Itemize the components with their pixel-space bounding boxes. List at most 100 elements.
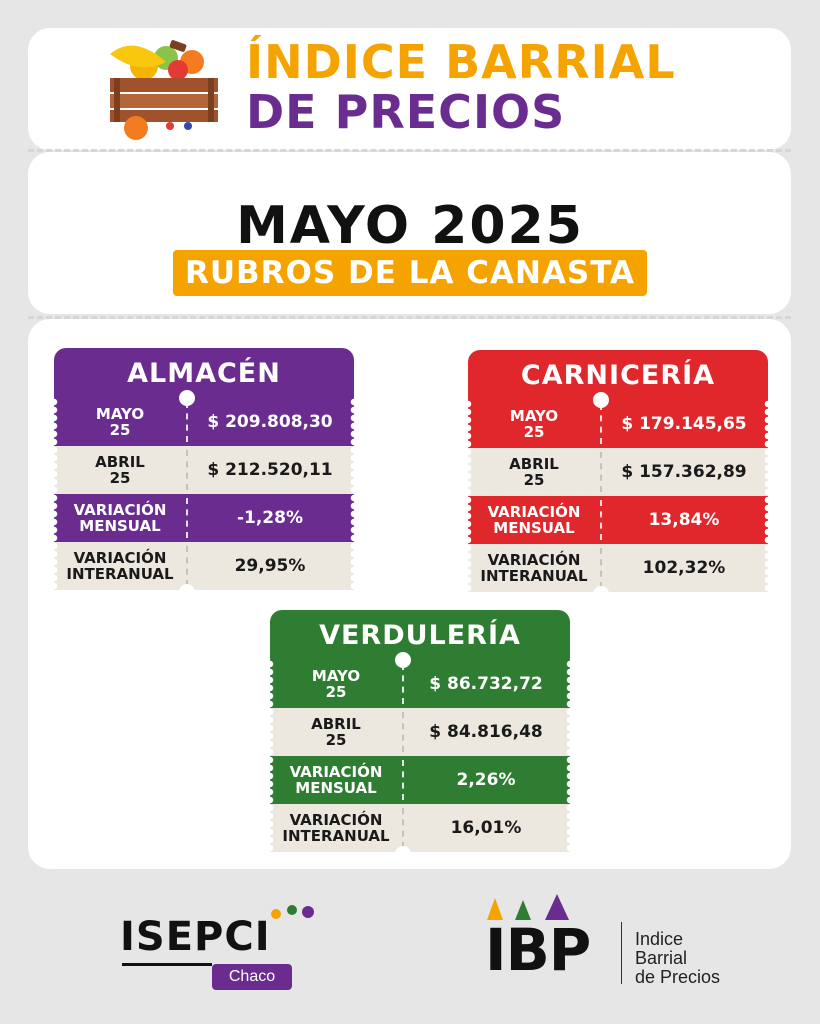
ticket-edge bbox=[348, 446, 354, 494]
ticket-edge bbox=[348, 494, 354, 542]
row-label: MAYO 25 bbox=[509, 407, 559, 441]
row-value: 29,95% bbox=[234, 556, 306, 576]
row-separator bbox=[186, 450, 188, 490]
row-separator bbox=[186, 498, 188, 538]
ibp-tagline-line: Indice bbox=[635, 929, 684, 949]
row-value: $ 209.808,30 bbox=[207, 412, 333, 432]
ticket-edge bbox=[270, 708, 276, 756]
ticket-hole bbox=[593, 586, 609, 602]
ibp-tagline-line: de Precios bbox=[635, 967, 721, 987]
row-variacion-interanual: VARIACIÓN INTERANUAL 29,95% bbox=[54, 542, 354, 590]
ticket-hole bbox=[179, 584, 195, 600]
divider bbox=[28, 316, 791, 319]
row-label: VARIACIÓN MENSUAL bbox=[289, 763, 383, 797]
divider bbox=[28, 149, 791, 152]
row-separator bbox=[600, 452, 602, 492]
row-label: ABRIL 25 bbox=[311, 715, 361, 749]
row-variacion-mensual: VARIACIÓN MENSUAL -1,28% bbox=[54, 494, 354, 542]
row-label: VARIACIÓN INTERANUAL bbox=[480, 551, 588, 585]
ticket-edge bbox=[762, 448, 768, 496]
ibp-wordmark: IBP bbox=[485, 916, 591, 984]
ibp-logo: IBP Indice Barrial de Precios bbox=[485, 892, 745, 992]
row-label: ABRIL 25 bbox=[509, 455, 559, 489]
row-variacion-interanual: VARIACIÓN INTERANUAL 102,32% bbox=[468, 544, 768, 592]
ticket-hole bbox=[395, 846, 411, 862]
row-label: VARIACIÓN MENSUAL bbox=[73, 501, 167, 535]
card-title: VERDULERÍA bbox=[270, 610, 570, 660]
isepci-wordmark: ISEPCI bbox=[120, 914, 271, 960]
row-separator bbox=[600, 500, 602, 540]
row-value: 102,32% bbox=[642, 558, 726, 578]
row-separator bbox=[600, 404, 602, 444]
ibp-tagline: Indice Barrial de Precios bbox=[635, 930, 720, 987]
ticket-edge bbox=[54, 494, 60, 542]
row-separator bbox=[402, 712, 404, 752]
row-variacion-interanual: VARIACIÓN INTERANUAL 16,01% bbox=[270, 804, 570, 852]
row-value: $ 179.145,65 bbox=[621, 414, 747, 434]
ibp-tagline-line: Barrial bbox=[635, 948, 688, 968]
row-label: VARIACIÓN INTERANUAL bbox=[282, 811, 390, 845]
ticket-hole bbox=[395, 652, 411, 668]
period-month: MAYO 2025 bbox=[236, 196, 584, 256]
row-separator bbox=[402, 664, 404, 704]
period-subtitle: RUBROS DE LA CANASTA bbox=[173, 250, 647, 296]
row-abril: ABRIL 25 $ 84.816,48 bbox=[270, 708, 570, 756]
card-verduleria: VERDULERÍA MAYO 25 $ 86.732,72 ABRIL 25 … bbox=[270, 610, 570, 862]
title-line-2: DE PRECIOS bbox=[246, 85, 566, 139]
row-value: $ 212.520,11 bbox=[207, 460, 333, 480]
ticket-edge bbox=[270, 756, 276, 804]
ticket-edge bbox=[54, 446, 60, 494]
row-value: $ 84.816,48 bbox=[429, 722, 543, 742]
row-value: -1,28% bbox=[236, 508, 304, 528]
row-separator bbox=[402, 808, 404, 848]
ticket-edge bbox=[468, 448, 474, 496]
card-title: ALMACÉN bbox=[54, 348, 354, 398]
row-label: MAYO 25 bbox=[311, 667, 361, 701]
ticket-edge bbox=[564, 660, 570, 708]
row-separator bbox=[402, 760, 404, 800]
row-value: $ 86.732,72 bbox=[429, 674, 543, 694]
isepci-logo: ISEPCI Chaco bbox=[120, 900, 320, 995]
row-abril: ABRIL 25 $ 157.362,89 bbox=[468, 448, 768, 496]
ibp-triangles-icon bbox=[487, 894, 569, 920]
row-separator bbox=[600, 548, 602, 588]
ibp-divider bbox=[621, 922, 622, 984]
row-value: 2,26% bbox=[456, 770, 516, 790]
ticket-edge bbox=[468, 496, 474, 544]
ticket-edge bbox=[468, 400, 474, 448]
row-value: 16,01% bbox=[450, 818, 522, 838]
ticket-hole bbox=[179, 390, 195, 406]
row-label: VARIACIÓN MENSUAL bbox=[487, 503, 581, 537]
isepci-dots-icon bbox=[271, 905, 314, 919]
ticket-edge bbox=[348, 398, 354, 446]
ticket-edge bbox=[564, 804, 570, 852]
ticket-edge bbox=[348, 542, 354, 590]
ticket-edge bbox=[54, 542, 60, 590]
row-value: $ 157.362,89 bbox=[621, 462, 747, 482]
row-separator bbox=[186, 546, 188, 586]
row-label: VARIACIÓN INTERANUAL bbox=[66, 549, 174, 583]
row-variacion-mensual: VARIACIÓN MENSUAL 2,26% bbox=[270, 756, 570, 804]
ticket-edge bbox=[564, 708, 570, 756]
row-mayo: MAYO 25 $ 179.145,65 bbox=[468, 400, 768, 448]
ticket-hole bbox=[593, 392, 609, 408]
ticket-edge bbox=[270, 660, 276, 708]
row-abril: ABRIL 25 $ 212.520,11 bbox=[54, 446, 354, 494]
ticket-edge bbox=[468, 544, 474, 592]
ticket-edge bbox=[54, 398, 60, 446]
isepci-underline bbox=[122, 963, 212, 966]
ticket-edge bbox=[762, 544, 768, 592]
row-variacion-mensual: VARIACIÓN MENSUAL 13,84% bbox=[468, 496, 768, 544]
row-label: ABRIL 25 bbox=[95, 453, 145, 487]
ticket-edge bbox=[270, 804, 276, 852]
subtitle-wrap: RUBROS DE LA CANASTA bbox=[0, 250, 820, 296]
isepci-region-badge: Chaco bbox=[212, 964, 292, 990]
card-carniceria: CARNICERÍA MAYO 25 $ 179.145,65 ABRIL 25… bbox=[468, 350, 768, 602]
row-mayo: MAYO 25 $ 209.808,30 bbox=[54, 398, 354, 446]
card-title: CARNICERÍA bbox=[468, 350, 768, 400]
ticket-edge bbox=[564, 756, 570, 804]
card-almacen: ALMACÉN MAYO 25 $ 209.808,30 ABRIL 25 $ … bbox=[54, 348, 354, 600]
row-mayo: MAYO 25 $ 86.732,72 bbox=[270, 660, 570, 708]
row-label: MAYO 25 bbox=[95, 405, 145, 439]
title-line-1: ÍNDICE BARRIAL bbox=[246, 35, 676, 89]
